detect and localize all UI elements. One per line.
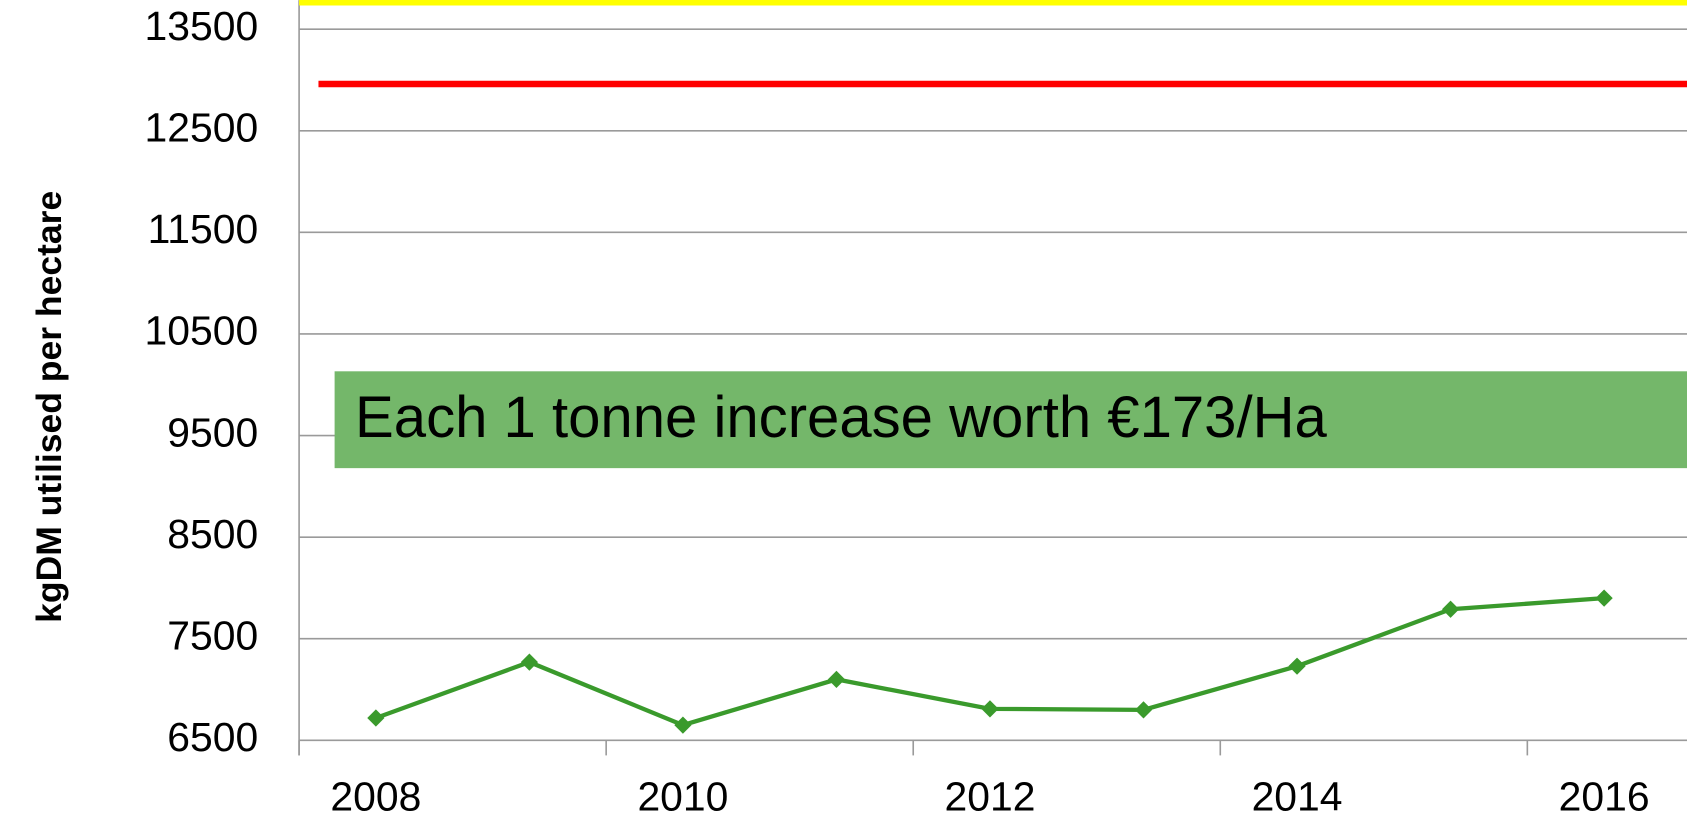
y-tick-label: 8500	[167, 511, 258, 557]
y-tick-label: 12500	[145, 105, 259, 151]
data-point	[827, 670, 846, 688]
y-axis-label: kgDM utilised per hectare	[29, 191, 69, 623]
data-point	[520, 653, 539, 671]
annotation-box	[334, 371, 1687, 469]
annotation-text: Each 1 tonne increase worth €173/Ha	[355, 385, 1328, 450]
y-tick-label: 13500	[145, 3, 259, 49]
y-tick-label: 10500	[145, 308, 259, 354]
y-tick-label: 11500	[148, 206, 259, 252]
x-tick-label: 2010	[637, 773, 728, 819]
y-tick-label: 9500	[167, 409, 258, 455]
y-tick-label: 7500	[167, 613, 258, 659]
y-tick-label: 6500	[167, 714, 258, 760]
data-point	[1441, 600, 1460, 618]
x-tick-label: 2008	[330, 773, 421, 819]
data-point	[1134, 701, 1153, 719]
x-tick-label: 2016	[1559, 773, 1650, 819]
x-tick-label: 2014	[1252, 773, 1343, 819]
data-point	[981, 700, 999, 718]
data-point	[367, 709, 385, 727]
data-point	[1288, 657, 1306, 675]
x-tick-label: 2012	[945, 773, 1036, 819]
data-point	[1595, 589, 1613, 607]
data-point	[674, 716, 692, 734]
